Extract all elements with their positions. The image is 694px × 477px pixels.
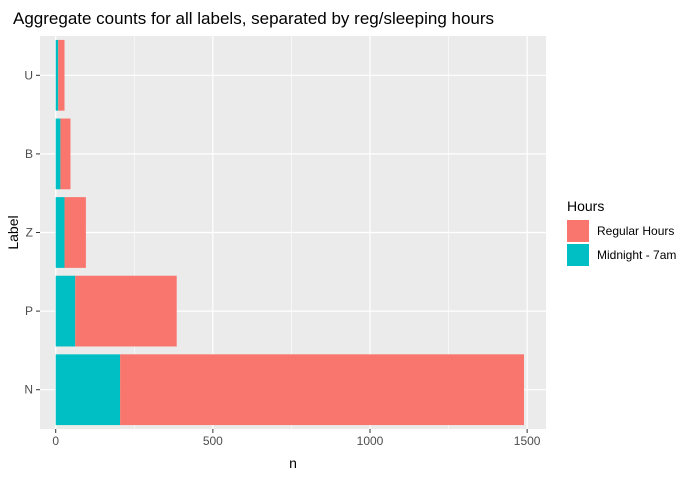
legend: Hours Regular Hours Midnight - 7am: [567, 198, 676, 266]
legend-label: Midnight - 7am: [597, 248, 676, 262]
bar-N-regular-hours: [120, 354, 525, 426]
bar-B-midnight-7am: [55, 118, 61, 190]
y-tick-label: N: [24, 383, 33, 397]
bar-P-midnight-7am: [55, 275, 76, 347]
x-axis-title: n: [289, 455, 297, 471]
y-tick-label: U: [24, 68, 33, 82]
axes: 0 500 1000 1500 N P Z B U: [24, 68, 540, 448]
bar-P-regular-hours: [75, 275, 177, 347]
legend-key: [567, 244, 589, 266]
y-axis-title: Label: [5, 215, 21, 249]
chart-title: Aggregate counts for all labels, separat…: [13, 9, 494, 28]
x-tick-label: 0: [52, 434, 59, 448]
bars: [55, 39, 525, 426]
legend-title: Hours: [567, 198, 604, 214]
legend-label: Regular Hours: [597, 224, 674, 238]
x-tick-label: 500: [203, 434, 223, 448]
y-tick-label: Z: [26, 226, 33, 240]
bar-U-regular-hours: [58, 39, 65, 111]
y-tick-label: P: [25, 304, 33, 318]
bar-B-regular-hours: [60, 118, 71, 190]
legend-key: [567, 220, 589, 242]
bar-N-midnight-7am: [55, 354, 121, 426]
bar-Z-regular-hours: [64, 197, 86, 268]
bar-U-midnight-7am: [55, 39, 59, 111]
x-tick-label: 1500: [514, 434, 541, 448]
y-tick-label: B: [25, 147, 33, 161]
x-tick-label: 1000: [357, 434, 384, 448]
bar-Z-midnight-7am: [55, 197, 65, 268]
